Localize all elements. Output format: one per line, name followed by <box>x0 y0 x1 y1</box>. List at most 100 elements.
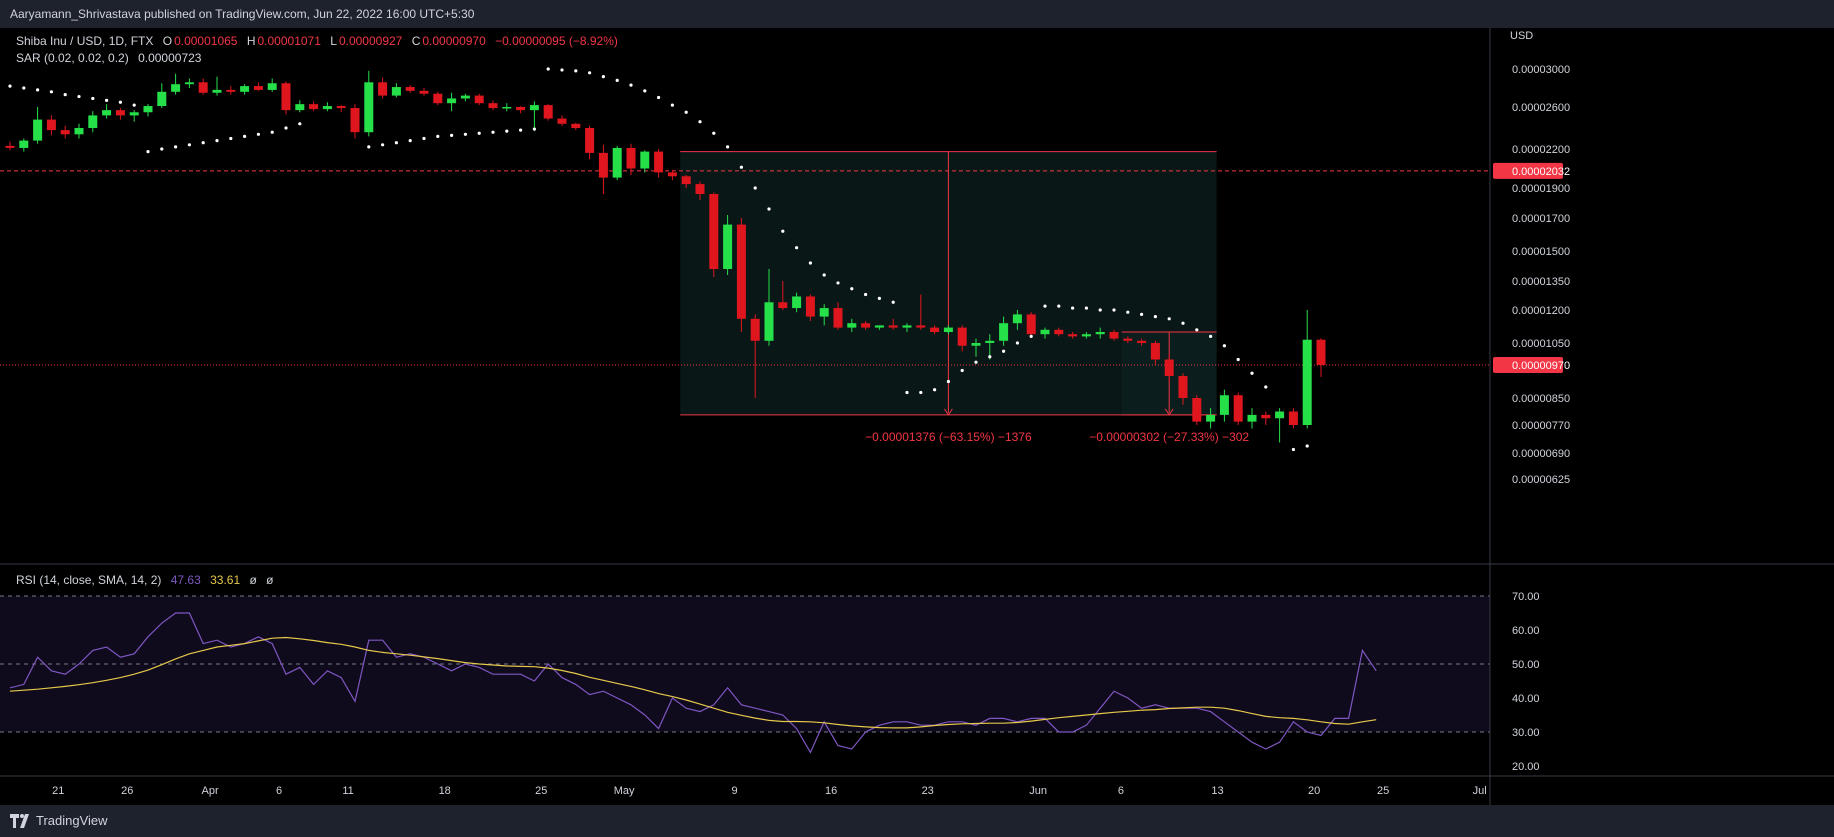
candle <box>598 144 608 194</box>
candle-body <box>888 325 898 328</box>
candle <box>736 218 746 332</box>
candle-body <box>571 123 581 128</box>
candle-body <box>253 86 263 90</box>
sar-dot <box>394 141 398 145</box>
candle-body <box>226 89 236 92</box>
candle <box>309 101 319 112</box>
candle-body <box>543 105 553 119</box>
candle-body <box>419 90 429 94</box>
rsi-tick-label: 70.00 <box>1512 591 1540 603</box>
price-tick-label: 0.00001900 <box>1512 183 1570 195</box>
candle <box>626 143 636 175</box>
price-tick-label: 0.00000625 <box>1512 474 1570 486</box>
candle-body <box>654 151 664 173</box>
sar-dot <box>519 128 523 132</box>
candle <box>115 108 125 120</box>
sar-dot <box>864 292 868 297</box>
time-tick-label: 11 <box>342 785 353 797</box>
sar-dot <box>988 355 992 359</box>
sar-dot <box>1084 306 1088 310</box>
candle-body <box>433 93 443 104</box>
candle <box>267 78 277 92</box>
candle <box>1109 329 1119 341</box>
sar-dot <box>1291 447 1295 452</box>
time-tick-label: 21 <box>52 785 64 797</box>
sar-dot <box>187 143 191 147</box>
candle <box>143 104 153 117</box>
rsi-tick-label: 20.00 <box>1512 761 1540 773</box>
sar-dot <box>1002 349 1006 353</box>
sar-dot <box>698 120 702 124</box>
time-tick-label: Jul <box>1473 785 1487 797</box>
sar-dot <box>1029 334 1033 338</box>
candle <box>930 325 940 335</box>
candle-body <box>198 82 208 93</box>
candle <box>1012 310 1022 330</box>
candle <box>405 85 415 93</box>
candle <box>1137 338 1147 346</box>
candle <box>1302 310 1312 429</box>
candle-body <box>819 308 829 317</box>
time-tick-label: 26 <box>121 785 133 797</box>
candle <box>350 104 360 139</box>
sar-dot <box>574 69 578 73</box>
candle <box>184 78 194 88</box>
sar-dot <box>795 246 799 250</box>
candle <box>391 83 401 98</box>
candle-body <box>1316 339 1326 365</box>
candle-body <box>778 302 788 309</box>
sar-value: 0.00000723 <box>138 51 202 65</box>
candle <box>612 145 622 181</box>
tradingview-logo[interactable]: TradingView <box>10 805 108 837</box>
sar-dot <box>1236 357 1240 362</box>
sar-dot <box>477 131 481 135</box>
candle-body <box>1178 376 1188 398</box>
candle-body <box>1206 414 1216 422</box>
candle <box>129 110 139 122</box>
sar-dot <box>367 145 371 149</box>
candle-body <box>212 89 222 93</box>
rsi-tick-label: 40.00 <box>1512 693 1540 705</box>
price-tick-label: 0.00000770 <box>1512 420 1570 432</box>
rsi-na-2: ø <box>266 573 274 587</box>
high-value: 0.00001071 <box>258 34 322 48</box>
candle <box>957 325 967 352</box>
sar-dot <box>1112 308 1116 312</box>
candle <box>723 215 733 275</box>
candle <box>874 325 884 330</box>
price-pane[interactable]: −0.00001376 (−63.15%) −1376 −0.00000302 (… <box>0 67 1490 452</box>
chart-canvas[interactable]: −0.00001376 (−63.15%) −1376 −0.00000302 (… <box>0 28 1834 805</box>
candle <box>750 314 760 398</box>
candle <box>709 192 719 277</box>
candle-body <box>267 83 277 90</box>
sar-dot <box>1015 341 1020 345</box>
sar-dot <box>63 93 67 97</box>
candle <box>916 294 926 330</box>
candle-body <box>833 308 843 328</box>
rsi-pane[interactable] <box>0 595 1490 754</box>
sar-dot <box>243 134 247 138</box>
candle <box>1233 392 1243 425</box>
candle <box>888 318 898 330</box>
rsi-na-1: ø <box>249 573 257 587</box>
sar-dot <box>1043 304 1047 308</box>
sar-dot <box>1250 371 1254 375</box>
candle <box>171 73 181 95</box>
sar-dot <box>946 379 951 384</box>
candle-body <box>930 327 940 332</box>
candle <box>474 93 484 106</box>
price-tick-label: 0.00002200 <box>1512 144 1570 156</box>
candle <box>516 106 526 114</box>
time-tick-label: Apr <box>202 785 219 797</box>
candle-body <box>999 323 1009 341</box>
candle <box>943 325 953 335</box>
candle <box>1316 338 1326 377</box>
candle <box>378 77 388 99</box>
candle-body <box>874 325 884 328</box>
candle <box>447 92 457 112</box>
sar-dot <box>132 103 136 107</box>
candle-body <box>695 184 705 194</box>
candle-body <box>364 82 374 133</box>
sar-dot <box>615 78 619 82</box>
candle <box>226 86 236 95</box>
